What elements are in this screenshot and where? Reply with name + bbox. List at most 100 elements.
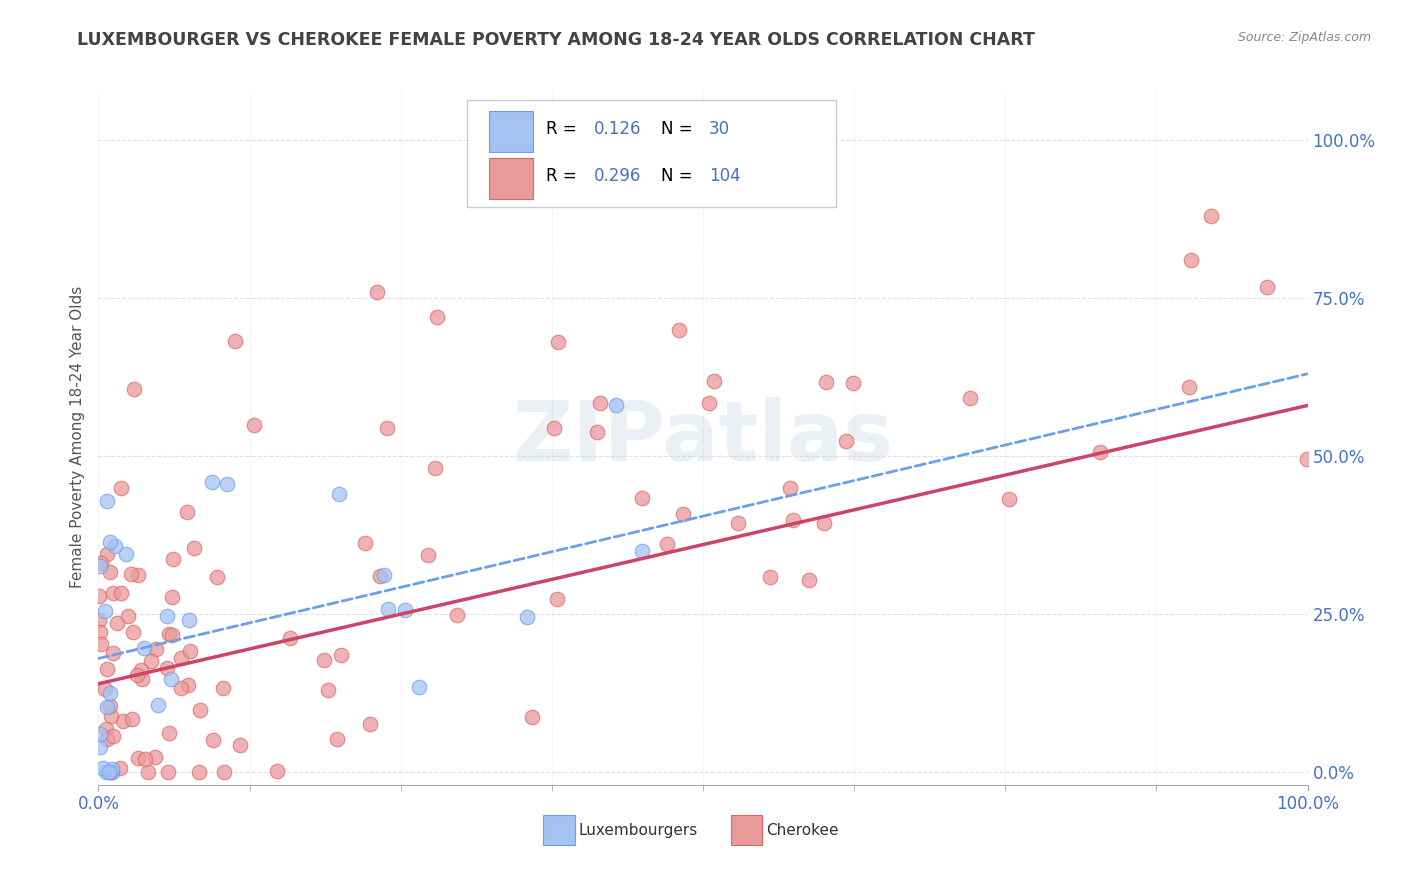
Point (89, 624, 111, 639)
Point (278, 631, 301, 645)
Point (136, 765, 159, 780)
Point (543, 421, 565, 435)
Point (779, 481, 801, 495)
Text: 104: 104 (709, 168, 741, 186)
Point (1090, 445, 1112, 459)
Point (266, 764, 288, 778)
Point (586, 425, 609, 439)
Text: Luxembourgers: Luxembourgers (578, 822, 697, 838)
FancyBboxPatch shape (543, 815, 575, 846)
Text: Source: ZipAtlas.com: Source: ZipAtlas.com (1237, 31, 1371, 45)
Point (370, 569, 392, 583)
Point (242, 418, 264, 433)
Point (797, 573, 820, 587)
Point (100, 765, 122, 780)
Point (103, 730, 125, 744)
Y-axis label: Female Poverty Among 18-24 Year Olds: Female Poverty Among 18-24 Year Olds (69, 286, 84, 588)
Point (96, 548, 118, 562)
Point (96, 700, 118, 714)
Point (516, 610, 538, 624)
Point (98, 686, 121, 700)
Point (87, 589, 110, 603)
Point (127, 750, 149, 764)
Point (157, 765, 180, 780)
Point (782, 512, 804, 526)
Point (170, 650, 193, 665)
Point (814, 376, 837, 390)
Point (426, 310, 449, 324)
Point (157, 726, 180, 740)
Point (314, 653, 336, 667)
Point (93, 681, 115, 696)
Point (326, 731, 349, 746)
Point (959, 392, 981, 406)
Point (446, 607, 468, 622)
Point (605, 398, 627, 412)
Point (96, 732, 118, 747)
Point (375, 420, 398, 434)
Point (160, 628, 183, 642)
Point (98, 565, 121, 579)
Point (813, 516, 835, 530)
Point (114, 547, 136, 561)
Point (91, 760, 114, 774)
Point (201, 475, 224, 489)
Point (94, 765, 117, 780)
Point (156, 608, 179, 623)
Point (318, 682, 340, 697)
Point (134, 752, 156, 766)
Point (145, 641, 167, 656)
Point (1180, 253, 1202, 268)
Point (121, 712, 143, 726)
Point (103, 586, 125, 600)
Point (162, 552, 184, 566)
Point (212, 765, 235, 780)
Point (98, 535, 121, 549)
Text: R =: R = (546, 120, 582, 138)
Point (94, 723, 117, 737)
Point (224, 334, 246, 348)
Point (134, 640, 156, 655)
Point (122, 624, 145, 639)
Text: 30: 30 (709, 120, 730, 138)
Point (110, 481, 132, 495)
Point (727, 516, 749, 530)
Point (146, 698, 169, 712)
Point (89, 739, 111, 754)
Point (697, 395, 720, 409)
Point (160, 590, 183, 604)
Point (94, 604, 117, 618)
Point (89, 727, 111, 741)
Point (127, 667, 149, 681)
Point (842, 376, 865, 390)
Text: Cherokee: Cherokee (766, 822, 838, 838)
Point (131, 673, 153, 687)
Point (205, 570, 228, 584)
Text: N =: N = (661, 168, 697, 186)
Point (112, 714, 135, 728)
Point (156, 661, 179, 675)
Point (100, 762, 122, 776)
FancyBboxPatch shape (489, 158, 533, 199)
Point (120, 567, 142, 582)
Text: 0.126: 0.126 (595, 120, 641, 138)
Point (588, 396, 610, 410)
Point (127, 568, 149, 582)
Point (520, 709, 543, 723)
Point (1296, 452, 1319, 467)
Point (423, 461, 446, 475)
Point (998, 492, 1021, 507)
Point (834, 434, 856, 449)
Point (104, 540, 127, 554)
Point (1199, 209, 1222, 223)
Point (217, 477, 239, 491)
Point (141, 654, 163, 668)
Point (668, 322, 690, 336)
Point (110, 585, 132, 599)
Text: R =: R = (546, 168, 582, 186)
Point (330, 648, 353, 663)
Point (759, 570, 782, 584)
Point (655, 537, 678, 551)
Point (366, 285, 388, 299)
Point (359, 716, 381, 731)
